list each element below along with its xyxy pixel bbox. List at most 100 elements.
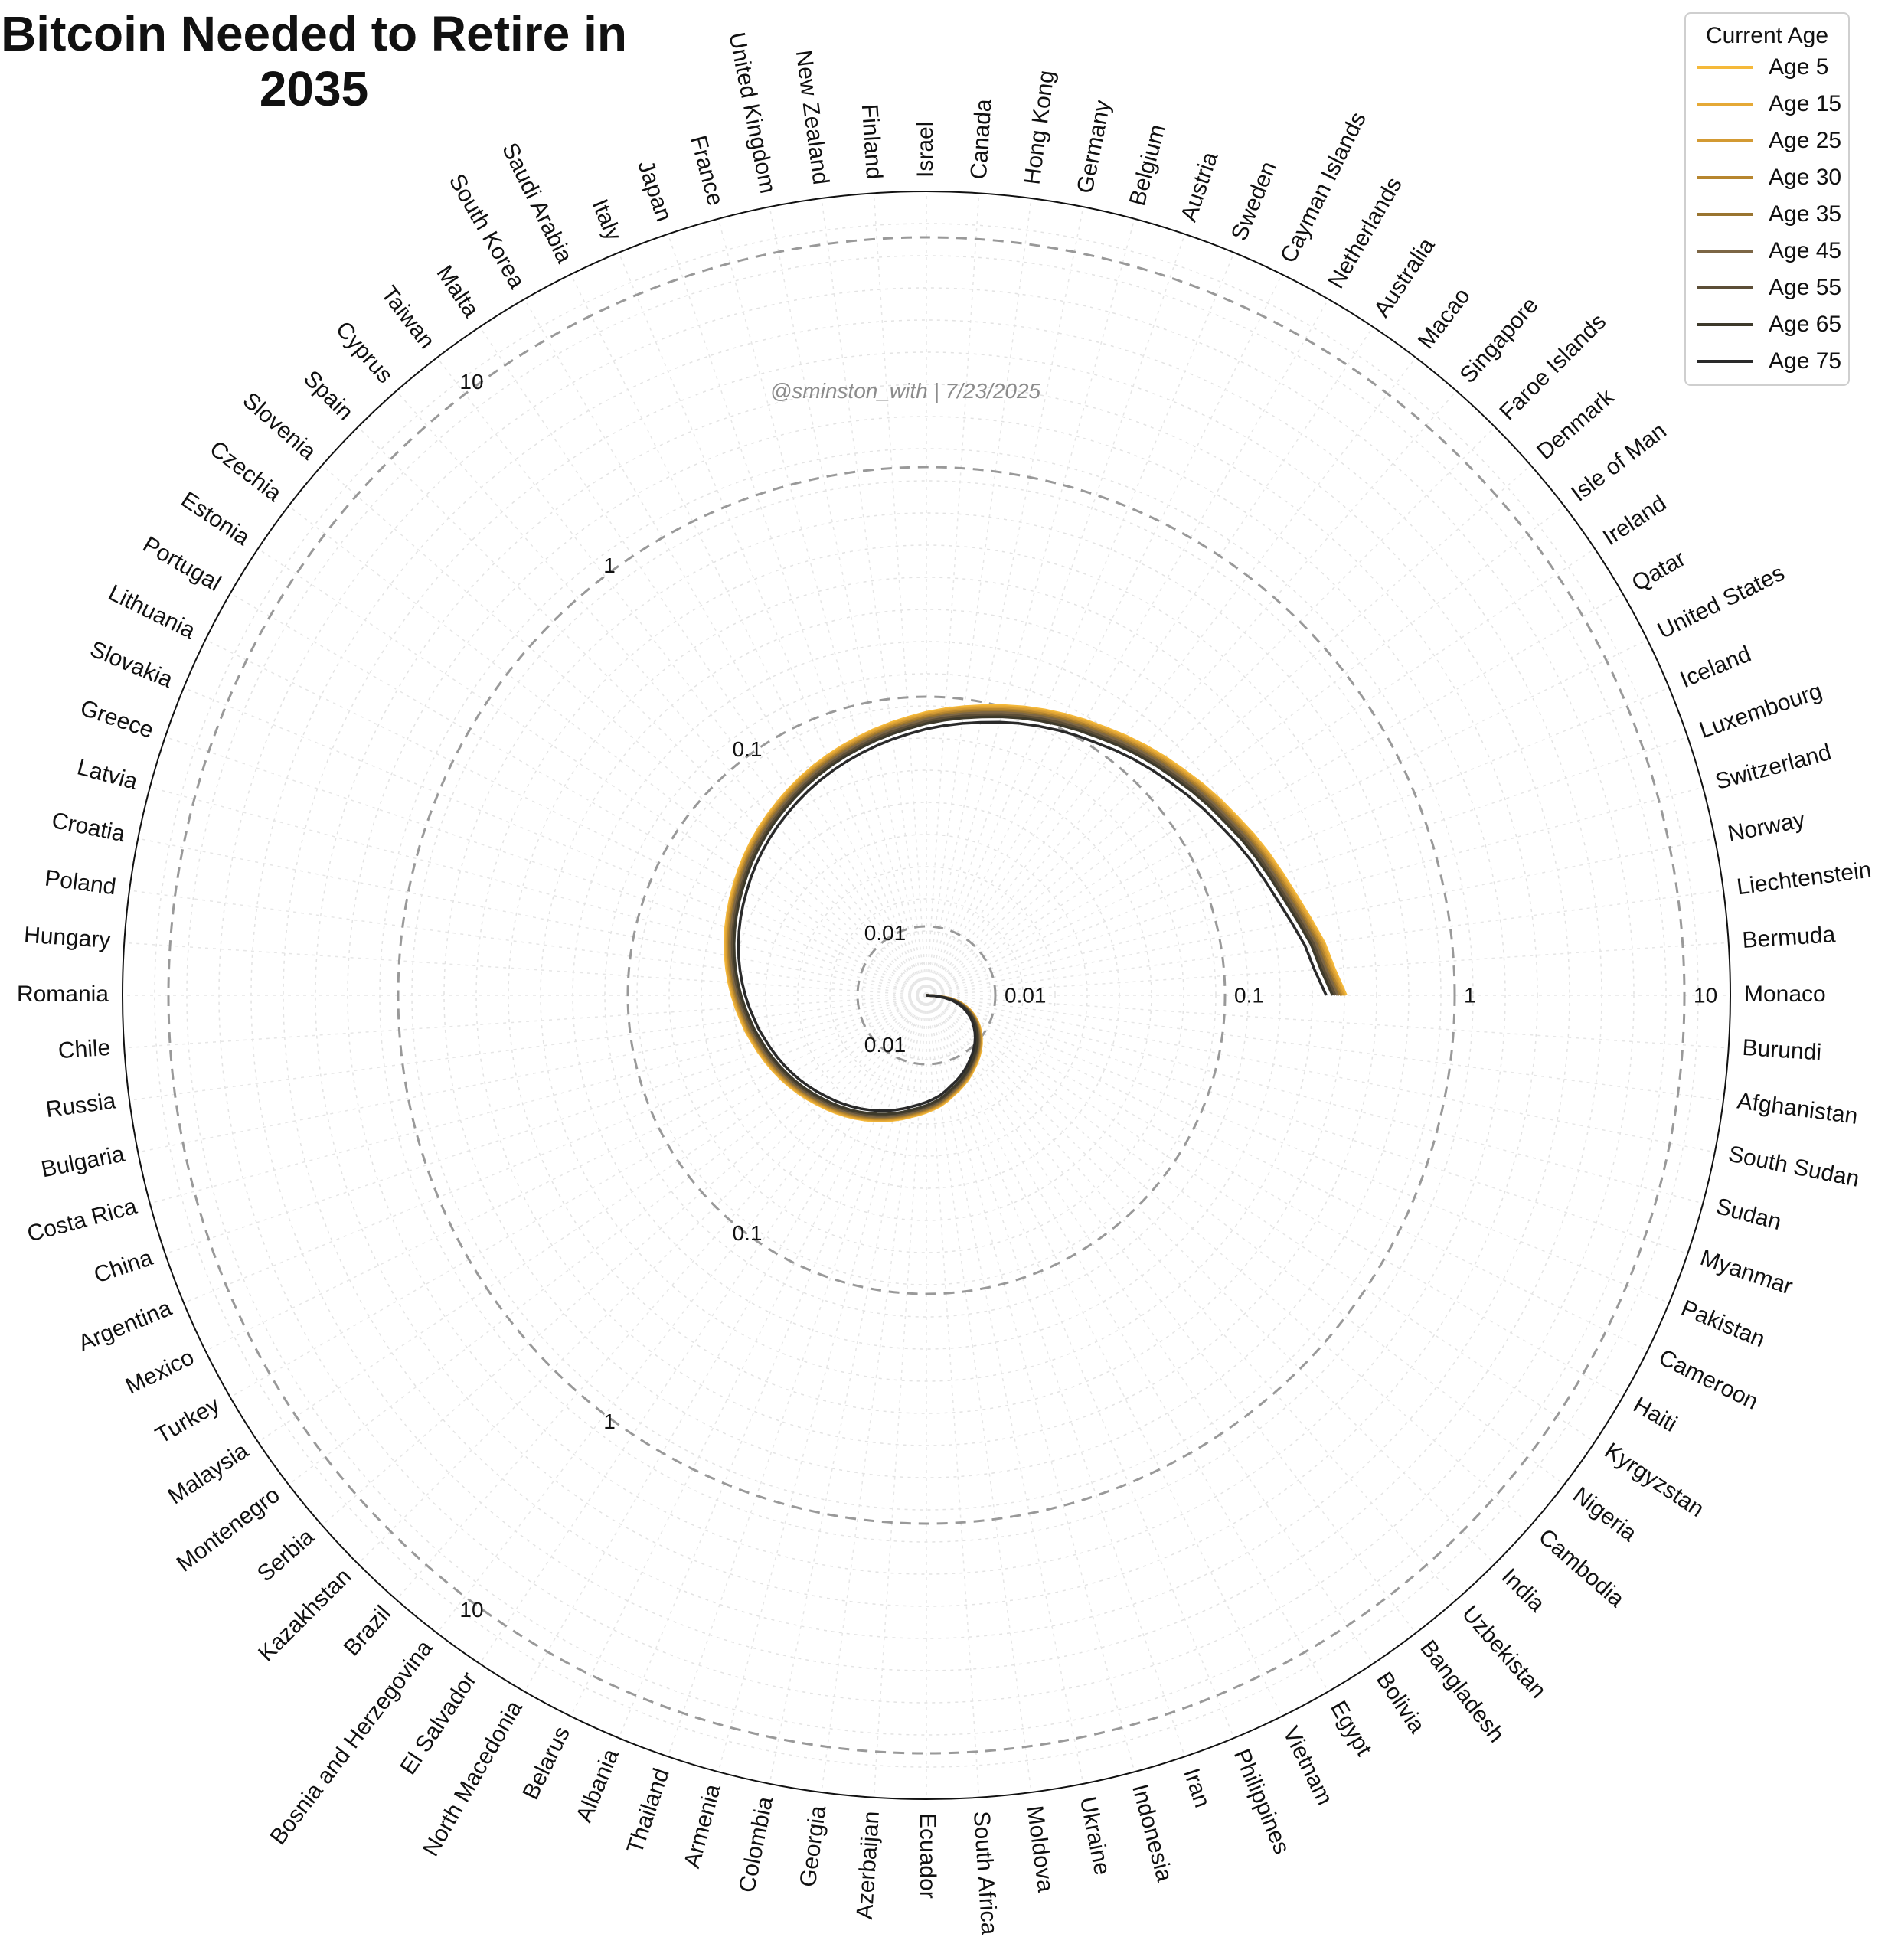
- country-label: Hungary: [23, 923, 111, 953]
- radial-tick-label: 10: [459, 370, 483, 394]
- radial-tick-label: 0.01: [864, 1033, 907, 1057]
- country-label: Turkey: [152, 1392, 224, 1449]
- country-label: Croatia: [50, 808, 128, 847]
- grid-circle: [636, 705, 1217, 1285]
- grid-spoke: [926, 995, 1648, 1352]
- country-label: Japan: [632, 157, 677, 224]
- watermark: @sminston_with | 7/23/2025: [769, 379, 1041, 403]
- grid-spoke: [358, 995, 927, 1564]
- country-label: Finland: [857, 103, 887, 180]
- legend: Current Age Age 5 Age 15 Age 25 Age 30 Age 3…: [1684, 12, 1850, 386]
- radial-tick-label: 0.1: [1234, 983, 1264, 1007]
- country-label: New Zealand: [791, 48, 834, 186]
- legend-label: Age 65: [1769, 312, 1842, 337]
- country-label: Italy: [586, 196, 626, 244]
- legend-title: Current Age: [1705, 23, 1829, 48]
- series-lines: [724, 704, 1348, 1122]
- country-label: Belarus: [518, 1723, 575, 1804]
- series-line-age-75: [737, 720, 1328, 1112]
- radial-rings: [167, 236, 1686, 1755]
- grid-spoke: [926, 390, 1457, 996]
- legend-items: Age 5 Age 15 Age 25 Age 30 Age 35 Age 45 Age 5…: [1686, 49, 1848, 380]
- country-label: Hong Kong: [1019, 69, 1059, 186]
- grid-circle: [315, 384, 1538, 1607]
- country-label: Costa Rica: [25, 1194, 140, 1247]
- country-label: Armenia: [679, 1782, 726, 1871]
- country-label: Slovakia: [87, 636, 177, 693]
- legend-swatch: [1697, 66, 1753, 69]
- country-label: South Africa: [969, 1811, 1002, 1936]
- grid-spoke: [821, 198, 927, 996]
- outer-circle: [122, 191, 1731, 1800]
- legend-swatch: [1697, 213, 1753, 216]
- grid-spoke: [926, 252, 1235, 996]
- country-label: Malaysia: [164, 1438, 253, 1509]
- grid-spoke: [926, 995, 1032, 1793]
- grid-circle: [154, 223, 1699, 1768]
- grid-spoke: [183, 687, 927, 996]
- legend-swatch: [1697, 250, 1753, 253]
- country-label: Afghanistan: [1736, 1088, 1859, 1129]
- grid-spoke: [926, 995, 1235, 1739]
- grid-spoke: [570, 995, 927, 1717]
- legend-label: Age 55: [1769, 275, 1842, 300]
- country-label: Brazil: [339, 1601, 396, 1661]
- grid-spoke: [926, 786, 1704, 996]
- grid-spoke: [618, 252, 927, 996]
- grid-spoke: [257, 995, 927, 1442]
- decade-ring: [167, 236, 1686, 1755]
- decade-ring: [397, 466, 1456, 1525]
- country-label: Lithuania: [104, 580, 199, 645]
- country-label: Albania: [571, 1745, 624, 1825]
- grid-spoke: [926, 995, 1565, 1485]
- grid-spoke: [436, 995, 927, 1634]
- radial-tick-label: 10: [459, 1598, 483, 1622]
- country-label: Bermuda: [1742, 922, 1837, 953]
- country-label: Sweden: [1227, 158, 1282, 244]
- country-label: Bolivia: [1371, 1668, 1430, 1738]
- radial-tick-label: 0.1: [733, 737, 763, 761]
- grid-spoke: [322, 995, 927, 1526]
- legend-swatch: [1697, 139, 1753, 142]
- radial-tick-label: 1: [1464, 983, 1476, 1007]
- legend-label: Age 5: [1769, 54, 1829, 80]
- country-label: Israel: [913, 122, 938, 178]
- grid-spoke: [926, 505, 1565, 996]
- country-label: Macao: [1413, 283, 1475, 354]
- country-label: Liechtenstein: [1736, 858, 1873, 900]
- country-label: Greece: [77, 695, 157, 743]
- country-label: Pakistan: [1677, 1295, 1769, 1353]
- country-label: Georgia: [795, 1804, 831, 1888]
- grid-spoke: [926, 995, 1724, 1101]
- country-label: Burundi: [1742, 1035, 1822, 1066]
- grid-spoke: [396, 995, 927, 1600]
- grid-spoke: [124, 942, 927, 996]
- grid-spoke: [926, 995, 1623, 1398]
- country-label: Serbia: [253, 1524, 319, 1586]
- country-label: Canada: [966, 98, 997, 180]
- grid-spoke: [926, 995, 1531, 1526]
- country-label: Poland: [44, 865, 118, 900]
- legend-label: Age 30: [1769, 165, 1842, 190]
- legend-label: Age 15: [1769, 91, 1842, 116]
- radial-tick-labels: 0.01 0.01 0.01 0.1 0.1 0.1 1 1 1 10 10 10: [459, 370, 1717, 1622]
- grid-circle: [797, 866, 1056, 1125]
- country-label: Azerbaijan: [852, 1811, 884, 1921]
- country-label: Switzerland: [1713, 740, 1834, 795]
- grid-spoke: [926, 465, 1531, 996]
- grid-circle: [829, 898, 1024, 1093]
- country-label: France: [685, 133, 728, 209]
- grid-spoke: [288, 505, 927, 996]
- country-label: Colombia: [734, 1795, 778, 1895]
- country-label: Monaco: [1744, 982, 1826, 1007]
- legend-label: Age 45: [1769, 238, 1842, 263]
- grid-spoke: [926, 995, 1670, 1304]
- legend-swatch: [1697, 323, 1753, 326]
- grid-spoke: [926, 995, 1416, 1634]
- legend-label: Age 35: [1769, 201, 1842, 227]
- legend-item: Age 45: [1697, 233, 1848, 270]
- grid-spoke: [618, 995, 927, 1739]
- grid-spoke: [358, 426, 927, 996]
- legend-swatch: [1697, 360, 1753, 363]
- country-label: Austria: [1176, 149, 1223, 224]
